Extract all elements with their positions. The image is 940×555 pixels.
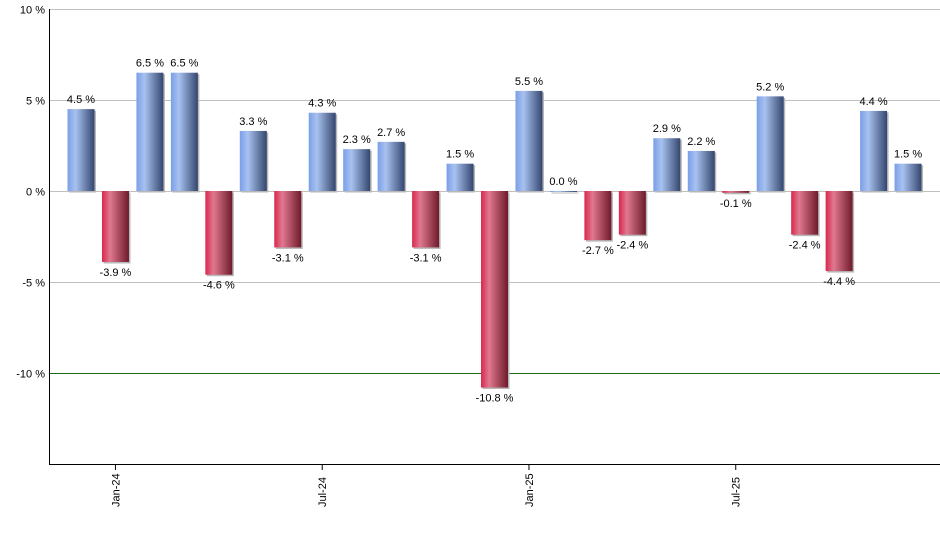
x-tick-label: Jan-24 [110,473,122,507]
data-label: 6.5 % [136,58,164,70]
bar-Dec-25 [894,163,922,191]
bar-Jan-25 [515,90,543,191]
y-tick-label: 10 % [20,5,45,17]
data-label: -3.9 % [100,267,132,279]
data-label: -3.1 % [410,252,442,264]
axes: 10 % 5 % 0 % -5 % -10 % Jan-24 Jul-24 Jan-25 Jul… [16,5,940,507]
bar-Oct-24 [412,191,440,248]
bar-Mar-25 [584,191,612,241]
data-label: 1.5 % [446,149,474,161]
data-label: -10.8 % [476,393,514,405]
bar-Jul-25 [722,191,750,193]
bar-Dec-24 [481,191,509,388]
bar-Aug-24 [343,149,371,191]
data-label: 6.5 % [170,58,198,70]
bar-May-25 [653,138,681,191]
data-label: -4.6 % [203,280,235,292]
y-tick-label: -10 % [16,369,45,381]
bar-shadow [551,192,579,194]
bar-Aug-25 [756,96,784,191]
bar-Feb-24 [136,72,164,191]
data-label: -2.4 % [789,240,821,252]
y-tick-label: 0 % [26,187,45,199]
data-label: 4.4 % [860,96,888,108]
data-label: 0.0 % [549,176,577,188]
data-label: 3.3 % [239,116,267,128]
data-label: -2.4 % [616,240,648,252]
bar-Oct-25 [825,191,853,272]
data-label: 2.2 % [687,136,715,148]
data-label: -4.4 % [823,276,855,288]
bar-Apr-25 [618,191,646,235]
bar-Jan-24 [101,191,129,262]
data-label: 2.9 % [653,123,681,135]
bars [67,72,924,390]
bar-Sep-24 [377,141,405,191]
bar-Jun-24 [274,191,302,248]
data-label: -0.1 % [720,198,752,210]
bar-Apr-24 [205,191,233,275]
data-label: 5.5 % [515,76,543,88]
bar-shadow [723,192,751,195]
y-tick-label: 5 % [26,96,45,108]
data-label: 2.3 % [343,134,371,146]
data-label: -2.7 % [582,245,614,257]
x-tick-label: Jan-25 [524,473,536,507]
data-label: 1.5 % [894,149,922,161]
x-tick-label: Jul-25 [731,477,743,507]
bar-Nov-24 [446,163,474,191]
x-tick-label: Jul-24 [317,477,329,507]
data-labels: 4.5 % -3.9 % 6.5 % 6.5 % -4.6 % 3.3 % -3.1 % 4.… [67,58,922,405]
data-label: 4.3 % [308,98,336,110]
data-label: -3.1 % [272,252,304,264]
bar-Dec-23 [67,109,95,191]
bar-Jul-24 [308,112,336,191]
y-tick-label: -5 % [22,278,45,290]
bar-Jun-25 [687,150,715,191]
bar-Sep-25 [791,191,819,235]
bar-Nov-25 [860,110,888,191]
bar-Mar-24 [170,72,198,191]
data-label: 4.5 % [67,94,95,106]
bar-May-24 [239,130,267,191]
bar-Feb-25 [549,191,577,192]
data-label: 2.7 % [377,127,405,139]
data-label: 5.2 % [756,81,784,93]
